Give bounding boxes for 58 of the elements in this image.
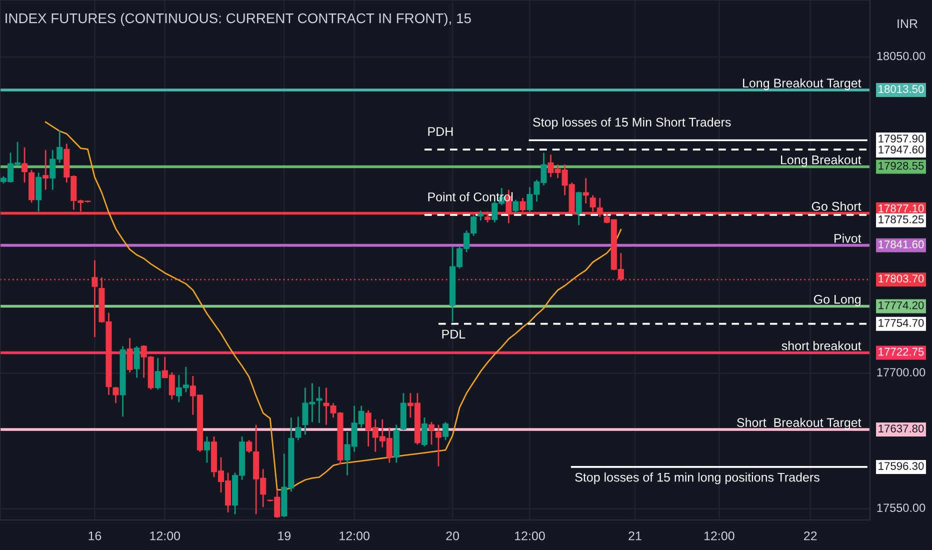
candlestick [154,357,161,390]
text: INR [898,19,918,28]
ref-line-label: Go Short [812,202,862,211]
candlestick [316,386,322,424]
ref-line-label: Long Breakout Target [743,78,862,90]
annotation: Stop losses of 15 Min Short Traders [533,117,731,130]
annotation: PDL [442,330,466,338]
y-tick-label: 17928.55 [878,162,924,170]
candlestick [126,337,133,374]
candlestick [295,416,302,441]
y-tick-label: 17875.25 [878,215,924,224]
ref-line-label: Long Breakout [781,155,862,167]
y-tick-label: 17957.90 [878,134,924,143]
candlestick [112,386,119,404]
x-tick-label: 19 [278,531,291,540]
candlestick [246,439,252,454]
y-tick-label: 17803.70 [878,274,924,283]
annotation: Stop losses of 15 min long positions Traders [575,472,820,484]
y-tick-label: 17596.30 [878,462,924,470]
candlestick [428,421,435,446]
ref-line-label: Pivot [834,234,862,243]
y-tick-label: 17841.60 [878,240,924,248]
y-tick-label: 17774.20 [878,301,924,310]
y-tick-label: 17700.00 [877,368,926,376]
candlestick [22,146,28,184]
candlestick [92,260,98,338]
y-tick-label: 17947.60 [878,146,924,154]
y-tick-label: 17754.70 [878,318,924,327]
x-tick-label: 12:00 [515,531,545,540]
y-tick-label: 18050.00 [877,52,926,60]
x-tick-label: 16 [88,531,102,540]
candlestick [576,190,582,226]
candlestick [582,177,589,204]
candlestick [442,421,449,441]
x-tick-label: 12:00 [704,531,734,540]
x-tick-label: 21 [628,531,642,540]
y-tick-label: 17877.10 [878,204,924,212]
y-tick-label: 17550.00 [877,504,926,512]
ref-line-label: short breakout [782,341,862,350]
ref-line-label: Short Breakout Target [737,418,862,430]
candlestick [134,345,140,378]
candlestick [204,436,210,464]
y-tick-label: 18013.50 [878,85,924,93]
x-tick-label: 22 [804,531,817,540]
y-tick-label: 17637.80 [878,424,924,432]
text: INDEX FUTURES (CONTINUOUS: CURRENT CONTRACT IN FRONT), 15 [6,13,471,26]
candlestick [478,210,484,222]
candlestick [512,199,519,214]
x-tick-label: 12:00 [150,531,180,540]
candlestick [36,172,42,212]
candlestick [435,424,442,468]
candlestick [421,416,428,448]
x-tick-label: 12:00 [340,531,370,540]
x-tick-label: 20 [446,531,460,540]
y-tick-label: 17722.75 [878,348,924,356]
annotation: PDH [428,127,453,136]
candlestick [42,149,49,191]
ref-line-label: Go Long [814,294,860,306]
